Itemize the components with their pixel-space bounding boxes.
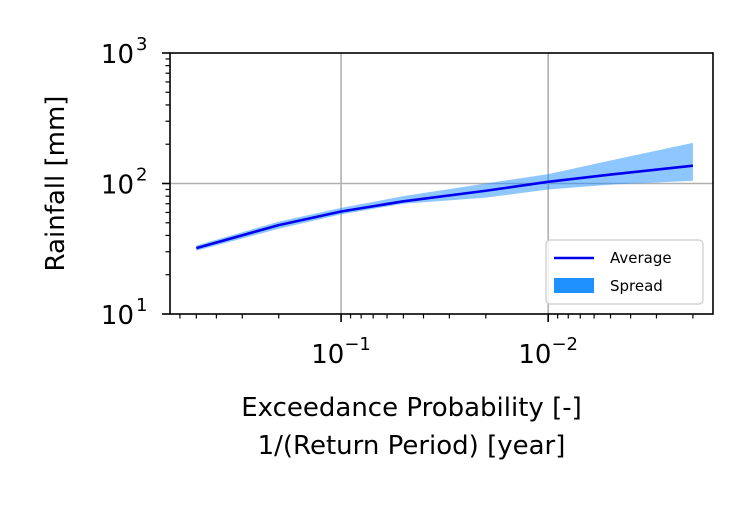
y-tick-label: 10	[101, 301, 134, 331]
y-tick-exponent: 3	[136, 34, 147, 55]
x-axis-label: Exceedance Probability [-]	[241, 393, 582, 423]
legend-average-label: Average	[610, 249, 672, 267]
plot-frame	[169, 52, 714, 315]
plot-series	[195, 142, 694, 251]
legend-spread-swatch	[554, 278, 594, 293]
y-tick-exponent: 1	[136, 295, 147, 316]
legend-spread-label: Spread	[610, 277, 663, 295]
y-axis-label: Rainfall [mm]	[41, 96, 71, 272]
legend: Average Spread	[545, 239, 704, 305]
y-tick-label: 10	[101, 171, 134, 201]
average-line	[195, 164, 694, 250]
y-tick-label: 10	[101, 40, 134, 70]
x-tick-label: 10−2	[518, 334, 578, 370]
x-axis-label: 1/(Return Period) [year]	[258, 431, 566, 461]
y-tick-exponent: 2	[136, 165, 147, 186]
x-tick-label: 10−1	[311, 334, 371, 370]
